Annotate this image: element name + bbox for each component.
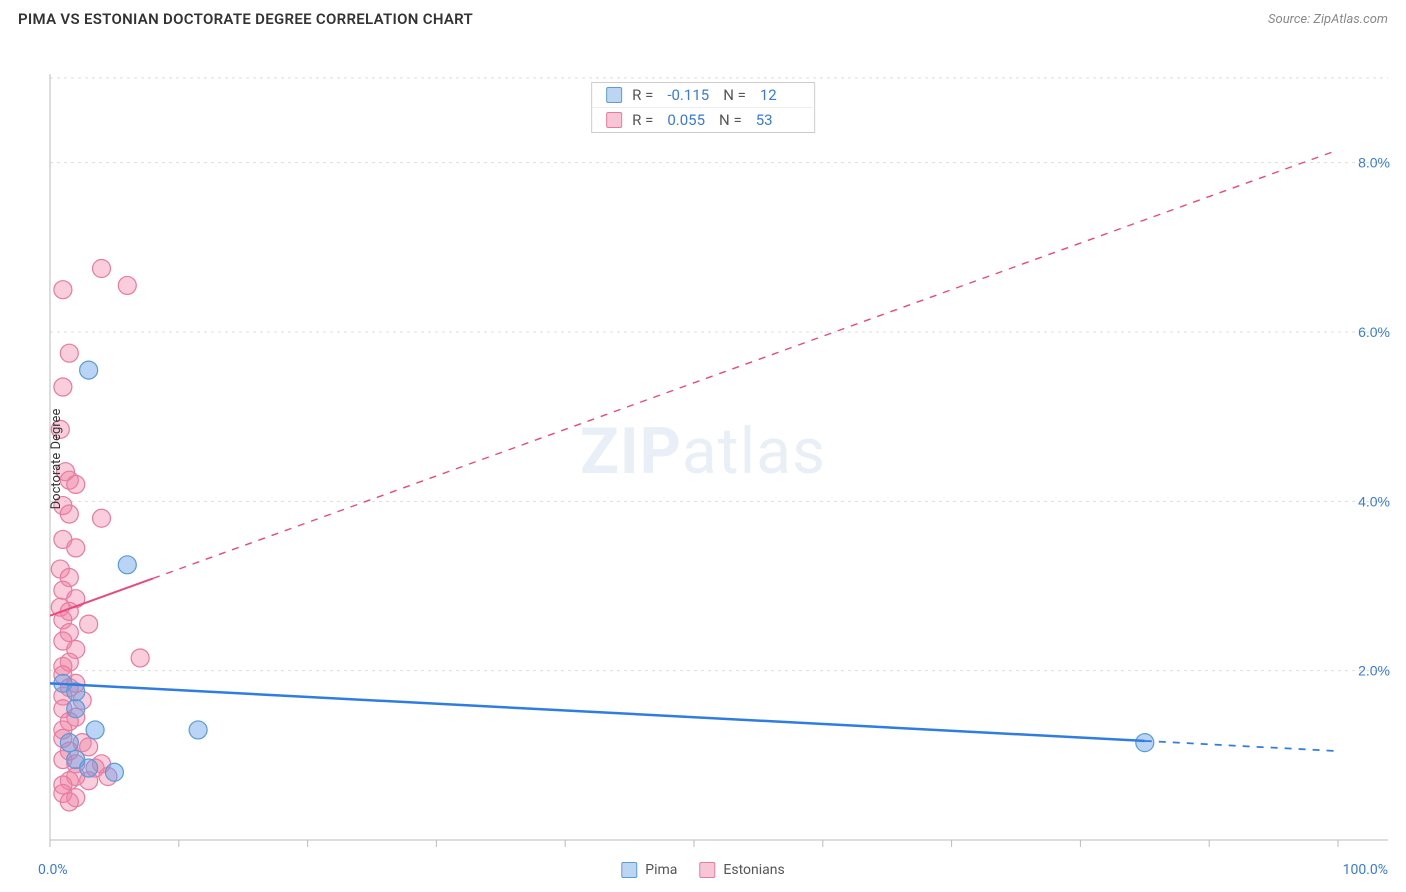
y-axis-label: Doctorate Degree — [49, 409, 64, 510]
estonians-R-value: 0.055 — [663, 111, 709, 129]
estonians-legend-label: Estonians — [723, 862, 784, 878]
estonians-N-value: 53 — [752, 111, 796, 129]
legend-bottom: Pima Estonians — [621, 862, 784, 878]
pima-R-value: -0.115 — [663, 86, 713, 104]
svg-text:2.0%: 2.0% — [1358, 663, 1390, 679]
stats-R-label: R = — [632, 86, 653, 104]
x-axis-max-label: 100.0% — [1343, 862, 1388, 878]
estonians-legend-swatch-icon — [699, 862, 715, 878]
estonians-swatch-icon — [606, 112, 622, 128]
stats-N-label: N = — [719, 111, 742, 129]
stats-legend-box: R = -0.115 N = 12 R = 0.055 N = 53 — [591, 82, 815, 133]
pima-N-value: 12 — [756, 86, 800, 104]
svg-text:8.0%: 8.0% — [1358, 155, 1390, 171]
scatter-plot: 2.0% 4.0% 6.0% 8.0% — [0, 34, 1406, 884]
stats-N-label: N = — [723, 86, 746, 104]
legend-item-estonians: Estonians — [699, 862, 784, 878]
svg-text:4.0%: 4.0% — [1358, 493, 1390, 509]
pima-legend-label: Pima — [645, 862, 677, 878]
chart-source: Source: ZipAtlas.com — [1268, 12, 1388, 27]
chart-area: Doctorate Degree ZIPatlas 2.0%4.0%6.0%8.… — [0, 34, 1406, 884]
x-axis-min-label: 0.0% — [38, 862, 68, 878]
stats-row-pima: R = -0.115 N = 12 — [592, 83, 814, 107]
stats-R-label: R = — [632, 111, 653, 129]
svg-text:6.0%: 6.0% — [1358, 324, 1390, 340]
pima-legend-swatch-icon — [621, 862, 637, 878]
pima-swatch-icon — [606, 87, 622, 103]
stats-row-estonians: R = 0.055 N = 53 — [592, 107, 814, 132]
legend-item-pima: Pima — [621, 862, 677, 878]
chart-header: PIMA VS ESTONIAN DOCTORATE DEGREE CORREL… — [0, 0, 1406, 34]
chart-title: PIMA VS ESTONIAN DOCTORATE DEGREE CORREL… — [18, 10, 473, 28]
